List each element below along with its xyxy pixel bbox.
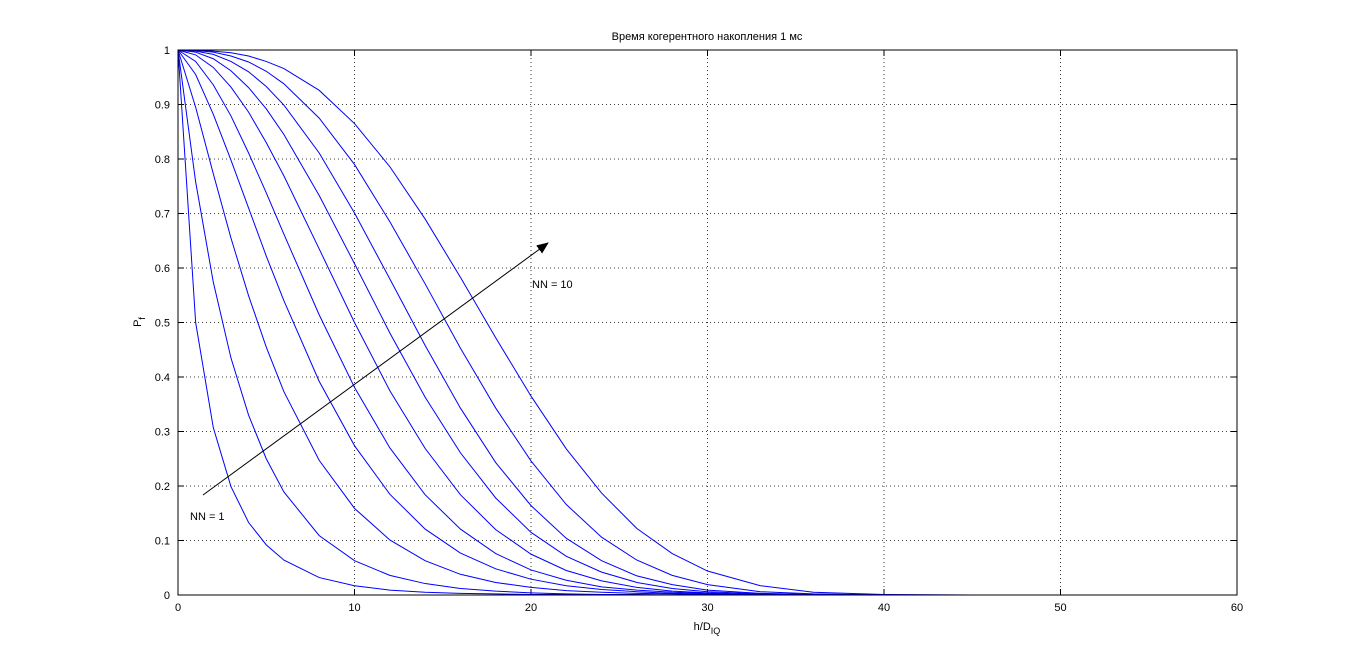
x-tick-label: 20: [525, 602, 537, 614]
y-label-sub: f: [137, 317, 147, 320]
x-tick-label: 30: [701, 602, 713, 614]
data-line: [178, 49, 1114, 596]
y-tick-label: 0.3: [155, 427, 170, 439]
x-label-sub: IQ: [711, 626, 721, 636]
arrow: [202, 242, 549, 496]
y-label-main: P: [132, 320, 144, 327]
chart-title: Время когерентного накопления 1 мс: [612, 31, 803, 43]
y-tick-label: 0.1: [155, 536, 170, 548]
y-axis-label: Pf: [132, 317, 147, 327]
x-tick-label: 60: [1231, 602, 1243, 614]
annotation: NN = 1: [190, 511, 225, 523]
y-tick-label: 1: [164, 45, 170, 57]
x-axis-label: h/DIQ: [694, 621, 721, 636]
y-tick-label: 0.2: [155, 481, 170, 493]
y-tick-label: 0.6: [155, 263, 170, 275]
x-tick-label: 50: [1054, 602, 1066, 614]
y-tick-label: 0: [164, 590, 170, 602]
y-tick-label: 0.4: [155, 372, 170, 384]
x-label-main: h/D: [694, 621, 711, 633]
x-tick-label: 40: [878, 602, 890, 614]
annotation: NN = 10: [532, 279, 573, 291]
y-tick-label: 0.5: [155, 318, 170, 330]
x-tick-label: 10: [348, 602, 360, 614]
y-tick-label: 0.8: [155, 154, 170, 166]
data-line: [177, 49, 1114, 596]
y-tick-label: 0.9: [155, 100, 170, 112]
data-line: [177, 49, 1114, 596]
x-tick-label: 0: [175, 602, 181, 614]
axes-box: [177, 49, 1238, 596]
y-tick-label: 0.7: [155, 209, 170, 221]
